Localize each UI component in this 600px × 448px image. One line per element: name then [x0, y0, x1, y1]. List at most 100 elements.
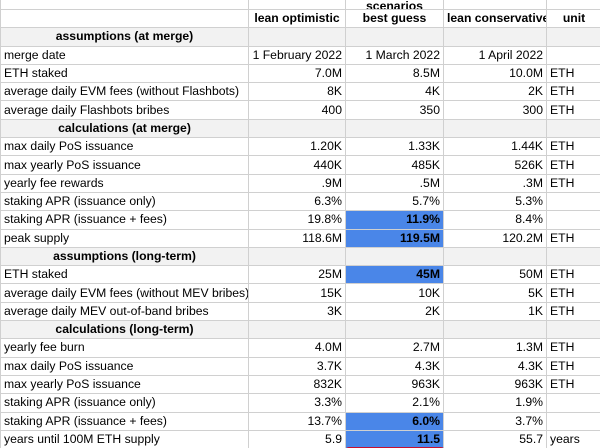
row-label[interactable]: yearly fee burn [0, 338, 249, 358]
lean-conservative-cell[interactable]: 10.0M [443, 63, 547, 84]
lean-conservative-cell[interactable]: 1.9% [443, 393, 547, 413]
best-guess-cell[interactable]: 6.0% [345, 411, 444, 431]
best-guess-cell[interactable]: 1 March 2022 [345, 45, 444, 65]
lean-conservative-cell[interactable]: 55.7 [443, 429, 547, 448]
lean-conservative-cell[interactable]: 1.3M [443, 338, 547, 358]
empty-cell[interactable] [443, 0, 547, 10]
empty-cell[interactable] [248, 246, 346, 267]
unit-cell[interactable]: ETH [546, 63, 600, 84]
lean-conservative-cell[interactable]: 5K [443, 283, 547, 303]
unit-cell[interactable]: ETH [546, 338, 600, 358]
unit-cell[interactable] [546, 210, 600, 230]
best-guess-cell[interactable]: .5M [345, 173, 444, 193]
row-label[interactable]: staking APR (issuance + fees) [0, 411, 249, 431]
empty-cell[interactable] [546, 27, 600, 47]
lean-conservative-cell[interactable]: 1 April 2022 [443, 45, 547, 65]
empty-cell[interactable] [345, 320, 444, 340]
lean-optimistic-cell[interactable]: 400 [248, 100, 346, 120]
lean-conservative-cell[interactable]: 1.44K [443, 137, 547, 157]
unit-cell[interactable] [546, 191, 600, 212]
empty-cell[interactable] [443, 27, 547, 47]
unit-cell[interactable] [546, 411, 600, 431]
lean-optimistic-cell[interactable]: 5.9 [248, 429, 346, 448]
row-label[interactable]: staking APR (issuance only) [0, 393, 249, 413]
unit-cell[interactable]: ETH [546, 283, 600, 303]
lean-optimistic-cell[interactable]: 1.20K [248, 137, 346, 157]
unit-cell[interactable]: ETH [546, 228, 600, 248]
empty-cell[interactable] [0, 0, 249, 10]
unit-cell[interactable]: ETH [546, 265, 600, 285]
empty-cell[interactable] [443, 246, 547, 267]
best-guess-cell[interactable]: 485K [345, 155, 444, 175]
row-label[interactable]: years until 100M ETH supply [0, 429, 249, 448]
lean-conservative-cell[interactable]: 1K [443, 301, 547, 322]
empty-cell[interactable] [345, 27, 444, 47]
best-guess-cell[interactable]: 11.9% [345, 210, 444, 230]
row-label[interactable]: average daily EVM fees (without MEV brib… [0, 283, 249, 303]
empty-cell[interactable] [546, 118, 600, 139]
section-title[interactable]: calculations (long-term) [0, 320, 249, 340]
lean-optimistic-cell[interactable]: 19.8% [248, 210, 346, 230]
header-unit[interactable]: unit [546, 8, 600, 29]
best-guess-cell[interactable]: 4.3K [345, 356, 444, 376]
lean-conservative-cell[interactable]: 8.4% [443, 210, 547, 230]
best-guess-cell[interactable]: 45M [345, 265, 444, 285]
unit-cell[interactable]: ETH [546, 137, 600, 157]
empty-cell[interactable] [443, 118, 547, 139]
unit-cell[interactable]: ETH [546, 356, 600, 376]
empty-cell[interactable] [546, 246, 600, 267]
row-label[interactable]: average daily Flashbots bribes [0, 100, 249, 120]
row-label[interactable]: staking APR (issuance only) [0, 191, 249, 212]
lean-conservative-cell[interactable]: 300 [443, 100, 547, 120]
row-label[interactable]: max yearly PoS issuance [0, 155, 249, 175]
header-blank-cell[interactable] [0, 8, 249, 29]
row-label[interactable]: staking APR (issuance + fees) [0, 210, 249, 230]
unit-cell[interactable]: years [546, 429, 600, 448]
best-guess-cell[interactable]: 2.7M [345, 338, 444, 358]
lean-conservative-cell[interactable]: .3M [443, 173, 547, 193]
header-best-guess[interactable]: best guess [345, 8, 444, 29]
lean-optimistic-cell[interactable]: 6.3% [248, 191, 346, 212]
empty-cell[interactable] [546, 320, 600, 340]
lean-conservative-cell[interactable]: 2K [443, 82, 547, 102]
row-label[interactable]: average daily EVM fees (without Flashbot… [0, 82, 249, 102]
row-label[interactable]: max daily PoS issuance [0, 356, 249, 376]
row-label[interactable]: yearly fee rewards [0, 173, 249, 193]
best-guess-cell[interactable]: 1.33K [345, 137, 444, 157]
empty-cell[interactable] [248, 118, 346, 139]
lean-optimistic-cell[interactable]: 25M [248, 265, 346, 285]
unit-cell[interactable] [546, 45, 600, 65]
unit-cell[interactable]: ETH [546, 301, 600, 322]
unit-cell[interactable]: ETH [546, 173, 600, 193]
header-lean-optimistic[interactable]: lean optimistic [248, 8, 346, 29]
lean-conservative-cell[interactable]: 4.3K [443, 356, 547, 376]
unit-cell[interactable]: ETH [546, 155, 600, 175]
scenarios-title[interactable]: scenarios [345, 0, 444, 10]
lean-conservative-cell[interactable]: 5.3% [443, 191, 547, 212]
best-guess-cell[interactable]: 119.5M [345, 228, 444, 248]
lean-optimistic-cell[interactable]: 15K [248, 283, 346, 303]
row-label[interactable]: ETH staked [0, 265, 249, 285]
best-guess-cell[interactable]: 11.5 [345, 429, 444, 448]
lean-optimistic-cell[interactable]: .9M [248, 173, 346, 193]
lean-conservative-cell[interactable]: 3.7% [443, 411, 547, 431]
row-label[interactable]: max yearly PoS issuance [0, 374, 249, 395]
empty-cell[interactable] [345, 246, 444, 267]
section-title[interactable]: calculations (at merge) [0, 118, 249, 139]
row-label[interactable]: max daily PoS issuance [0, 137, 249, 157]
lean-optimistic-cell[interactable]: 832K [248, 374, 346, 395]
lean-optimistic-cell[interactable]: 440K [248, 155, 346, 175]
empty-cell[interactable] [345, 118, 444, 139]
lean-optimistic-cell[interactable]: 8K [248, 82, 346, 102]
best-guess-cell[interactable]: 4K [345, 82, 444, 102]
section-title[interactable]: assumptions (at merge) [0, 27, 249, 47]
row-label[interactable]: merge date [0, 45, 249, 65]
best-guess-cell[interactable]: 5.7% [345, 191, 444, 212]
lean-optimistic-cell[interactable]: 13.7% [248, 411, 346, 431]
best-guess-cell[interactable]: 2.1% [345, 393, 444, 413]
header-lean-conservative[interactable]: lean conservative [443, 8, 547, 29]
lean-conservative-cell[interactable]: 963K [443, 374, 547, 395]
unit-cell[interactable]: ETH [546, 82, 600, 102]
empty-cell[interactable] [546, 0, 600, 10]
lean-optimistic-cell[interactable]: 3.7K [248, 356, 346, 376]
